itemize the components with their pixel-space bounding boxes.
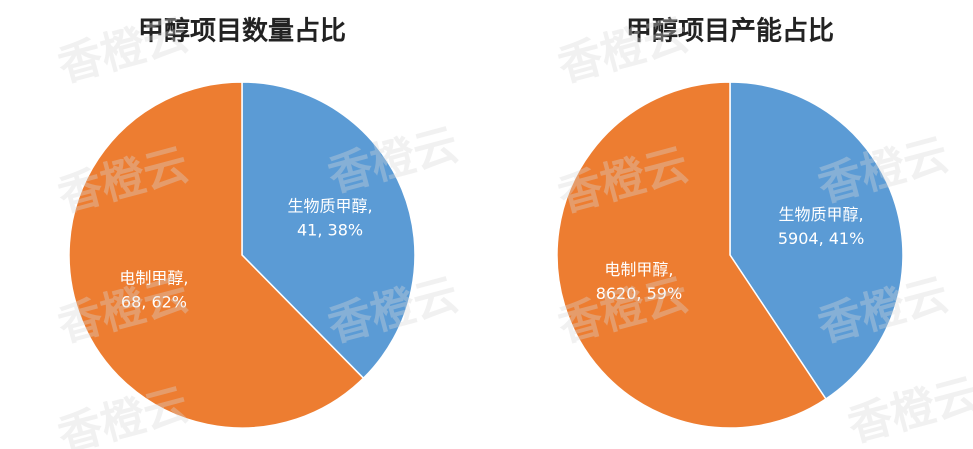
value-label: 8620, 59% [596,284,682,303]
chart-title: 甲醇项目产能占比 [626,16,834,47]
value-label: 68, 62% [121,293,187,312]
value-label: 5904, 41% [778,229,864,248]
watermark: 香橙云 [843,369,973,449]
watermark: 香橙云 [53,379,194,449]
pie-slice [241,81,416,380]
value-label: 41, 38% [297,220,363,239]
slice-label: 生物质甲醇, [779,205,864,224]
slice-label: 电制甲醇, [119,269,188,288]
chart-title: 甲醇项目数量占比 [138,16,346,47]
pie-slice [556,81,827,429]
watermark: 香橙云 [553,9,694,92]
slice-label: 生物质甲醇, [287,196,372,215]
slice-label: 电制甲醇, [604,260,673,279]
watermark: 香橙云 [53,9,194,92]
pie-slice [68,81,365,429]
